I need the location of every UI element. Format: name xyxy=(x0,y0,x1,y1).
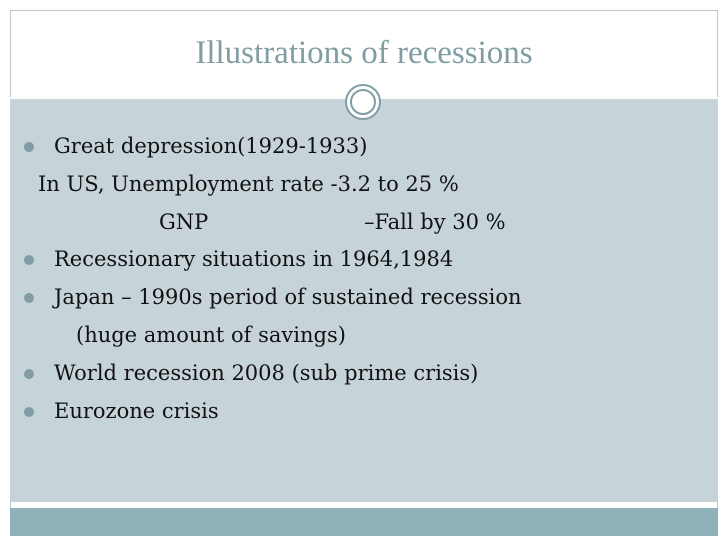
list-item: (huge amount of savings) xyxy=(18,317,708,355)
list-item: GNP –Fall by 30 % xyxy=(18,204,708,242)
bullet-item: Eurozone crisis xyxy=(18,393,708,431)
footer-band xyxy=(10,508,718,536)
concentric-circle-icon xyxy=(345,84,381,120)
bullet-dot-icon xyxy=(24,368,34,379)
bullet-dot-icon xyxy=(24,406,34,417)
slide-title: Illustrations of recessions xyxy=(195,35,533,71)
bullet-item: Recessionary situations in 1964,1984 xyxy=(18,241,708,279)
bullet-list: Great depression(1929-1933) In US, Unemp… xyxy=(18,128,708,430)
list-item: In US, Unemployment rate -3.2 to 25 % xyxy=(18,166,708,204)
bullet-dot-icon xyxy=(24,293,34,304)
bullet-text: Great depression(1929-1933) xyxy=(54,134,368,158)
bullet-text: Japan – 1990s period of sustained recess… xyxy=(54,285,522,310)
content-panel xyxy=(10,98,718,502)
subitem-text: (huge amount of savings) xyxy=(76,322,346,347)
bullet-text: World recession 2008 (sub prime crisis) xyxy=(54,360,479,385)
bullet-item: World recession 2008 (sub prime crisis) xyxy=(18,355,708,393)
subitem-text: In US, Unemployment rate -3.2 to 25 % xyxy=(38,171,459,196)
bullet-text: Recessionary situations in 1964,1984 xyxy=(54,247,454,272)
bullet-item: Great depression(1929-1933) xyxy=(18,128,708,166)
bullet-item: Japan – 1990s period of sustained recess… xyxy=(18,279,708,317)
bullet-text: Eurozone crisis xyxy=(54,398,219,423)
bullet-dot-icon xyxy=(24,142,34,152)
gnp-label: GNP xyxy=(159,209,209,234)
bullet-dot-icon xyxy=(24,255,34,266)
gnp-value: –Fall by 30 % xyxy=(364,209,506,234)
